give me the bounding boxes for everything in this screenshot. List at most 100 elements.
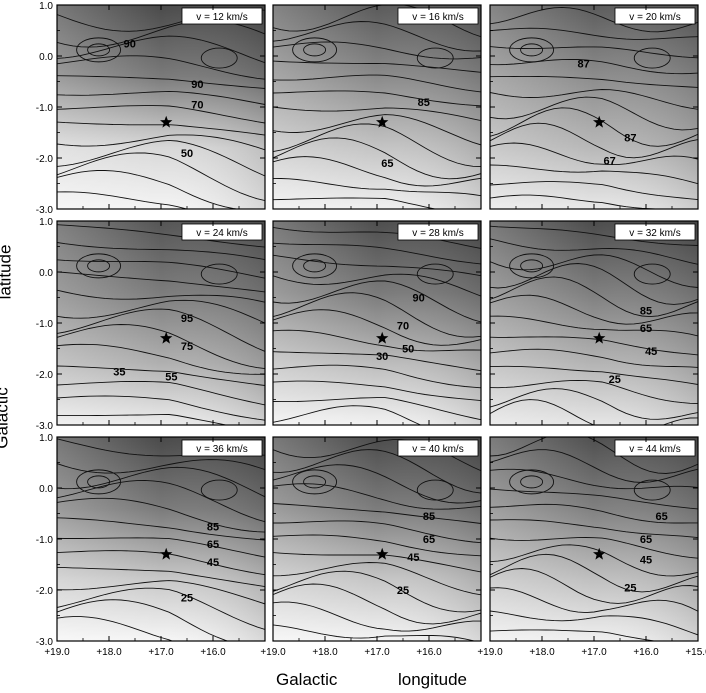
star-marker <box>160 547 173 560</box>
contour-line <box>490 27 698 40</box>
contour-line <box>57 105 265 124</box>
contour-lines <box>273 5 481 209</box>
contour-line <box>273 90 481 107</box>
intensity-shading <box>57 5 265 209</box>
channel-panel: v = 16 km/s 85 65 <box>272 4 482 210</box>
contour-value-label: 65 <box>207 539 219 551</box>
contour-value-label: 30 <box>376 351 388 363</box>
contour-loop <box>416 479 454 501</box>
contour-value-label: 85 <box>207 521 219 533</box>
contour-line <box>57 271 265 293</box>
contour-line <box>490 181 698 201</box>
x-tick-label: +16.0 <box>416 647 442 658</box>
intensity-shading <box>273 221 481 425</box>
contour-line <box>57 587 265 630</box>
contour-value-label: 25 <box>397 585 409 597</box>
contour-loop <box>76 253 122 279</box>
contour-line <box>273 520 481 544</box>
x-tick-label: +18.0 <box>312 647 338 658</box>
y-tick-label: 1.0 <box>39 217 53 228</box>
star-marker <box>593 115 606 128</box>
contour-line <box>273 405 422 425</box>
intensity-shading <box>57 437 265 641</box>
contour-loop <box>633 47 671 69</box>
contour-line <box>273 60 481 73</box>
velocity-label: v = 20 km/s <box>629 12 680 23</box>
contour-line <box>490 238 698 265</box>
contour-line <box>490 553 698 593</box>
x-tick-label: +16.0 <box>200 647 226 658</box>
x-axis-title-right: longitude <box>398 670 468 689</box>
contour-line <box>490 58 698 75</box>
contour-line <box>273 503 481 524</box>
channel-panel: v = 36 km/s 85 65 45 25 1.0 0.0 -1.0 -2.0 -3.0+19… <box>36 433 266 658</box>
contour-loop <box>292 37 338 63</box>
contour-value-label: 90 <box>191 79 203 91</box>
contour-loop <box>200 263 238 285</box>
y-tick-label: 0.0 <box>39 268 53 279</box>
contour-line <box>273 351 481 372</box>
velocity-label-box <box>181 223 263 241</box>
contour-line <box>273 123 481 168</box>
velocity-label: v = 28 km/s <box>412 228 463 239</box>
y-tick-label: -1.0 <box>36 103 54 114</box>
contour-line <box>490 348 698 368</box>
contour-line <box>57 414 229 425</box>
contour-loop <box>292 469 338 495</box>
contour-loop <box>87 475 111 489</box>
contour-line <box>57 224 265 248</box>
star-marker <box>593 331 606 344</box>
contour-line <box>57 459 265 474</box>
contour-line <box>273 156 481 187</box>
x-axis-title-left: Galactic <box>276 670 338 689</box>
contour-line <box>57 395 265 421</box>
y-tick-label: 1.0 <box>39 1 53 12</box>
y-tick-label: 0.0 <box>39 52 53 63</box>
velocity-label-box <box>397 7 479 25</box>
contour-loop <box>509 253 555 279</box>
contour-line <box>57 566 265 588</box>
contour-loop <box>520 259 544 273</box>
contour-value-label: 50 <box>181 148 193 160</box>
y-tick-label: 0.0 <box>39 484 53 495</box>
contour-line <box>490 75 698 88</box>
contour-value-label: 75 <box>181 341 193 353</box>
channel-panel: v = 12 km/s 90 90 70 50 1.0 0.0 -1.0 -2.0 -3.0 <box>36 1 266 216</box>
velocity-label: v = 12 km/s <box>196 12 247 23</box>
contour-line <box>490 46 698 59</box>
contour-line <box>57 289 265 303</box>
intensity-shading <box>490 5 698 209</box>
contour-value-label: 87 <box>577 59 589 71</box>
y-tick-label: -3.0 <box>36 421 54 432</box>
contour-line <box>57 191 189 209</box>
contour-line <box>273 534 481 557</box>
contour-line <box>273 242 481 265</box>
channel-panel: v = 28 km/s 90 70 50 30 <box>272 220 482 426</box>
contour-line <box>273 397 481 421</box>
contour-line <box>57 55 265 80</box>
contour-loop <box>633 479 671 501</box>
y-tick-label: -3.0 <box>36 205 54 216</box>
contour-line <box>490 6 698 33</box>
channel-panel: v = 24 km/s 95 75 35 55 1.0 0.0 -1.0 -2.0 -3.0 <box>36 217 266 432</box>
velocity-label-box <box>397 223 479 241</box>
contour-line <box>273 177 481 197</box>
contour-value-label: 55 <box>165 372 177 384</box>
contour-line <box>490 142 698 166</box>
y-tick-label: -3.0 <box>36 637 54 648</box>
contour-value-label: 45 <box>640 554 652 566</box>
y-tick-label: -2.0 <box>36 154 54 165</box>
contour-line <box>490 503 698 524</box>
contour-line <box>57 75 265 89</box>
contour-value-label: 45 <box>645 346 657 358</box>
contour-line <box>273 562 481 596</box>
contour-line <box>57 537 265 558</box>
contour-value-label: 65 <box>381 158 393 170</box>
contour-value-label: 65 <box>423 534 435 546</box>
x-tick-label: +19.0 <box>477 647 503 658</box>
contour-lines <box>490 6 698 209</box>
contour-line <box>490 537 698 559</box>
contour-line <box>490 194 664 209</box>
y-tick-label: -1.0 <box>36 535 54 546</box>
